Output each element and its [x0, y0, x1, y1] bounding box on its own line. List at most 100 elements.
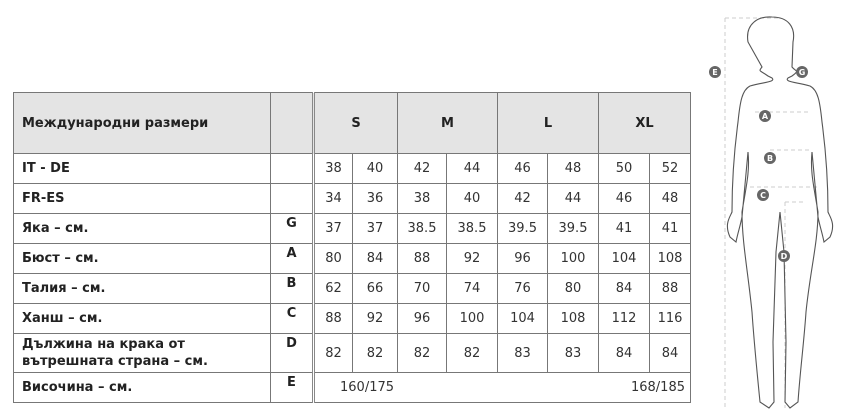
size-value-cell: 62	[312, 273, 353, 304]
table-row: Дължина на крака от вътрешната страна – …	[13, 333, 691, 373]
size-value-cell: 84	[352, 243, 398, 274]
row-label: Височина – см.	[13, 372, 271, 403]
row-label: Дължина на крака от вътрешната страна – …	[13, 333, 271, 373]
row-label: IT - DE	[13, 153, 271, 184]
size-value-cell: 82	[312, 333, 353, 373]
size-value-cell: 74	[446, 273, 498, 304]
size-value-cell: 112	[598, 303, 650, 334]
body-outline	[726, 16, 834, 409]
svg-text:D: D	[781, 252, 788, 261]
table-row-height: Височина – см. E 160/175 168/185	[13, 372, 691, 403]
size-value-cell: 34	[312, 183, 353, 214]
size-value-cell: 39.5	[497, 213, 548, 244]
size-value-cell: 50	[598, 153, 650, 184]
svg-text:E: E	[712, 68, 717, 77]
header-letter	[270, 92, 314, 154]
row-label: Талия – см.	[13, 273, 271, 304]
table-row: Ханш – см. C 88 92 96 100 104 108 112 116	[13, 303, 691, 334]
size-value-cell: 48	[649, 183, 691, 214]
size-value-cell: 39.5	[547, 213, 599, 244]
size-value-cell: 84	[598, 333, 650, 373]
size-s: S	[312, 92, 398, 154]
size-value-cell: 44	[547, 183, 599, 214]
header-label: Международни размери	[13, 92, 271, 154]
marker-c-icon: C	[757, 189, 769, 201]
size-value-cell: 36	[352, 183, 398, 214]
marker-d-icon: D	[778, 250, 790, 262]
size-value-cell: 88	[649, 273, 691, 304]
table-row: Бюст – см. A 80 84 88 92 96 100 104 108	[13, 243, 691, 274]
row-letter: C	[270, 303, 314, 334]
row-label: Ханш – см.	[13, 303, 271, 334]
size-value-cell: 82	[397, 333, 447, 373]
size-value-cell: 41	[649, 213, 691, 244]
size-value-cell: 42	[497, 183, 548, 214]
size-value-cell: 84	[649, 333, 691, 373]
size-value-cell: 37	[312, 213, 353, 244]
size-value-cell: 92	[352, 303, 398, 334]
size-value-cell: 92	[446, 243, 498, 274]
size-value-cell: 116	[649, 303, 691, 334]
header-row: Международни размери S M L XL	[13, 92, 691, 154]
size-value-cell: 88	[312, 303, 353, 334]
row-letter: A	[270, 243, 314, 274]
size-value-cell: 108	[547, 303, 599, 334]
row-letter	[270, 183, 314, 214]
size-value-cell: 38.5	[446, 213, 498, 244]
size-value-cell: 88	[397, 243, 447, 274]
size-m: M	[397, 92, 498, 154]
size-value-cell: 38	[397, 183, 447, 214]
size-value-cell: 84	[598, 273, 650, 304]
row-label: FR-ES	[13, 183, 271, 214]
size-value-cell: 104	[497, 303, 548, 334]
row-letter: G	[270, 213, 314, 244]
size-value-cell: 104	[598, 243, 650, 274]
size-value-cell: 108	[649, 243, 691, 274]
table-row: Яка – см. G 37 37 38.5 38.5 39.5 39.5 41 41	[13, 213, 691, 244]
size-value-cell: 48	[547, 153, 599, 184]
row-letter: E	[270, 372, 314, 403]
size-value-cell: 82	[352, 333, 398, 373]
size-chart-table: Международни размери S M L XL IT - DE 38…	[13, 92, 691, 403]
row-letter	[270, 153, 314, 184]
size-value-cell: 41	[598, 213, 650, 244]
size-value-cell: 83	[547, 333, 599, 373]
row-letter: B	[270, 273, 314, 304]
size-value-cell: 46	[497, 153, 548, 184]
marker-g-icon: G	[796, 66, 808, 78]
table-row: FR-ES 34 36 38 40 42 44 46 48	[13, 183, 691, 214]
size-value-cell: 40	[446, 183, 498, 214]
size-value-cell: 100	[446, 303, 498, 334]
row-label: Яка – см.	[13, 213, 271, 244]
svg-text:B: B	[767, 154, 773, 163]
marker-a-icon: A	[759, 110, 771, 122]
size-xl: XL	[598, 92, 691, 154]
marker-e-icon: E	[709, 66, 721, 78]
height-value-lxl: 168/185	[497, 372, 691, 403]
body-measurement-figure: E G A B C D	[709, 16, 834, 409]
size-value-cell: 96	[397, 303, 447, 334]
size-value-cell: 70	[397, 273, 447, 304]
size-value-cell: 42	[397, 153, 447, 184]
size-value-cell: 80	[312, 243, 353, 274]
size-value-cell: 66	[352, 273, 398, 304]
size-value-cell: 46	[598, 183, 650, 214]
row-letter: D	[270, 333, 314, 373]
size-value-cell: 76	[497, 273, 548, 304]
size-value-cell: 82	[446, 333, 498, 373]
svg-text:C: C	[760, 191, 766, 200]
size-value-cell: 37	[352, 213, 398, 244]
size-value-cell: 100	[547, 243, 599, 274]
size-value-cell: 40	[352, 153, 398, 184]
measurement-markers: E G A B C D	[709, 66, 808, 262]
size-value-cell: 38.5	[397, 213, 447, 244]
height-value-sm: 160/175	[312, 372, 498, 403]
table-row: IT - DE 38 40 42 44 46 48 50 52	[13, 153, 691, 184]
size-value-cell: 38	[312, 153, 353, 184]
marker-b-icon: B	[764, 152, 776, 164]
table-row: Талия – см. B 62 66 70 74 76 80 84 88	[13, 273, 691, 304]
size-value-cell: 44	[446, 153, 498, 184]
svg-text:G: G	[799, 68, 806, 77]
size-value-cell: 96	[497, 243, 548, 274]
size-value-cell: 80	[547, 273, 599, 304]
